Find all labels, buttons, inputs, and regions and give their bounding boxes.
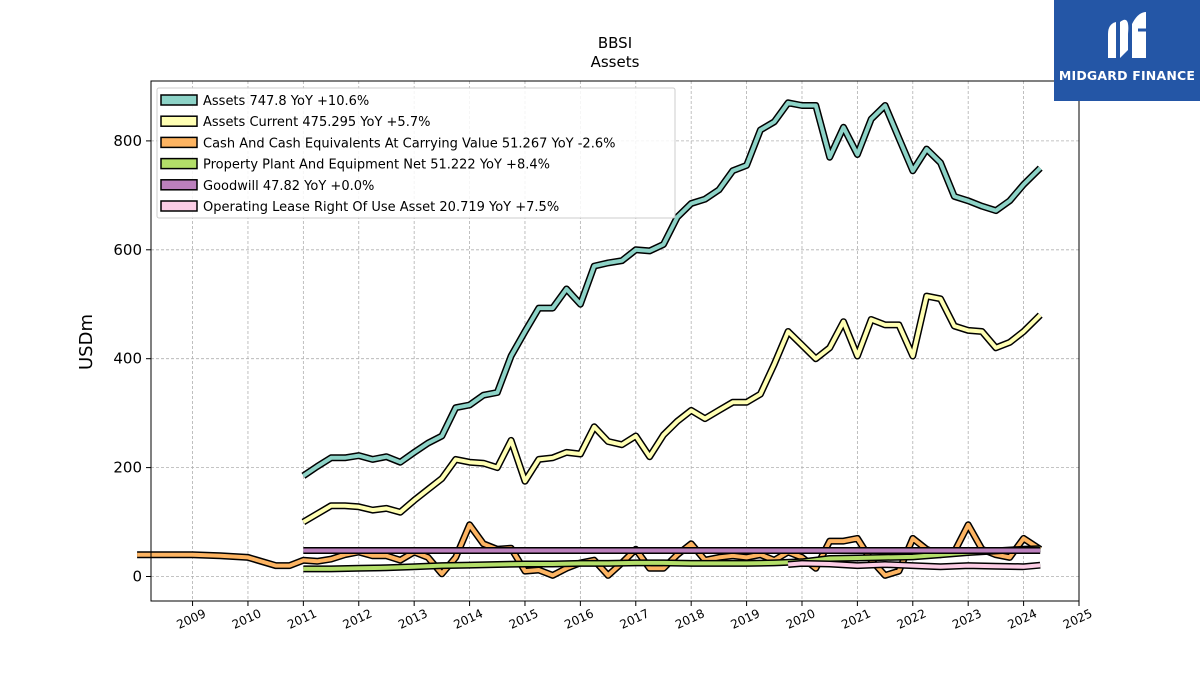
x-tick-label: 2016 — [562, 606, 596, 632]
x-tick-label: 2009 — [174, 606, 208, 632]
legend-swatch — [160, 136, 198, 149]
x-tick-label: 2021 — [839, 606, 873, 632]
chart-subtitle: Assets — [591, 53, 640, 71]
y-tick-label: 400 — [113, 350, 142, 368]
y-tick-label: 800 — [113, 132, 142, 150]
x-tick-label: 2014 — [451, 606, 485, 632]
brand-logo: MIDGARD FINANCE — [1054, 0, 1200, 101]
x-tick-label: 2023 — [950, 606, 984, 632]
legend-entry: Property Plant And Equipment Net 51.222 … — [203, 158, 550, 173]
y-tick-label: 0 — [132, 567, 142, 585]
y-axis-label: USDm — [76, 314, 97, 370]
x-tick-label: 2018 — [673, 606, 707, 632]
x-tick-label: 2025 — [1061, 606, 1095, 632]
legend-swatch — [160, 179, 198, 191]
x-tick-label: 2017 — [618, 606, 652, 632]
x-tick-label: 2022 — [895, 606, 929, 632]
y-tick-label: 600 — [113, 241, 142, 259]
chart-title: BBSI — [598, 34, 632, 52]
y-tick-label: 200 — [113, 459, 142, 477]
series-line-1 — [302, 294, 1042, 524]
x-tick-label: 2010 — [230, 606, 264, 632]
logo-text: MIDGARD FINANCE — [1058, 68, 1196, 83]
x-tick-label: 2020 — [784, 606, 818, 632]
x-tick-label: 2012 — [341, 606, 375, 632]
legend-box — [156, 87, 676, 219]
legend-entry: Assets Current 475.295 YoY +5.7% — [203, 115, 430, 130]
legend: Assets 747.8 YoY +10.6% Assets Current 47… — [156, 87, 676, 219]
legend-entry: Goodwill 47.82 YoY +0.0% — [203, 179, 374, 194]
x-tick-label: 2024 — [1005, 606, 1039, 632]
legend-swatch — [160, 157, 198, 170]
series-line-3 — [303, 546, 1041, 571]
legend-entry: Operating Lease Right Of Use Asset 20.71… — [203, 200, 559, 215]
legend-swatch — [160, 94, 198, 106]
logo-mark-icon — [1108, 12, 1152, 58]
x-tick-label: 2015 — [507, 606, 541, 632]
series-line-0 — [302, 100, 1042, 478]
series-layer — [137, 99, 1043, 579]
x-tick-label: 2019 — [728, 606, 762, 632]
legend-entry: Assets 747.8 YoY +10.6% — [203, 94, 369, 109]
x-tick-label: 2013 — [396, 606, 430, 632]
plot-frame — [150, 80, 1080, 602]
x-tick-label: 2011 — [285, 606, 319, 632]
legend-swatch — [160, 115, 198, 127]
legend-entry: Cash And Cash Equivalents At Carrying Va… — [203, 136, 615, 151]
series-line-5 — [787, 561, 1041, 569]
legend-swatch — [160, 200, 198, 212]
